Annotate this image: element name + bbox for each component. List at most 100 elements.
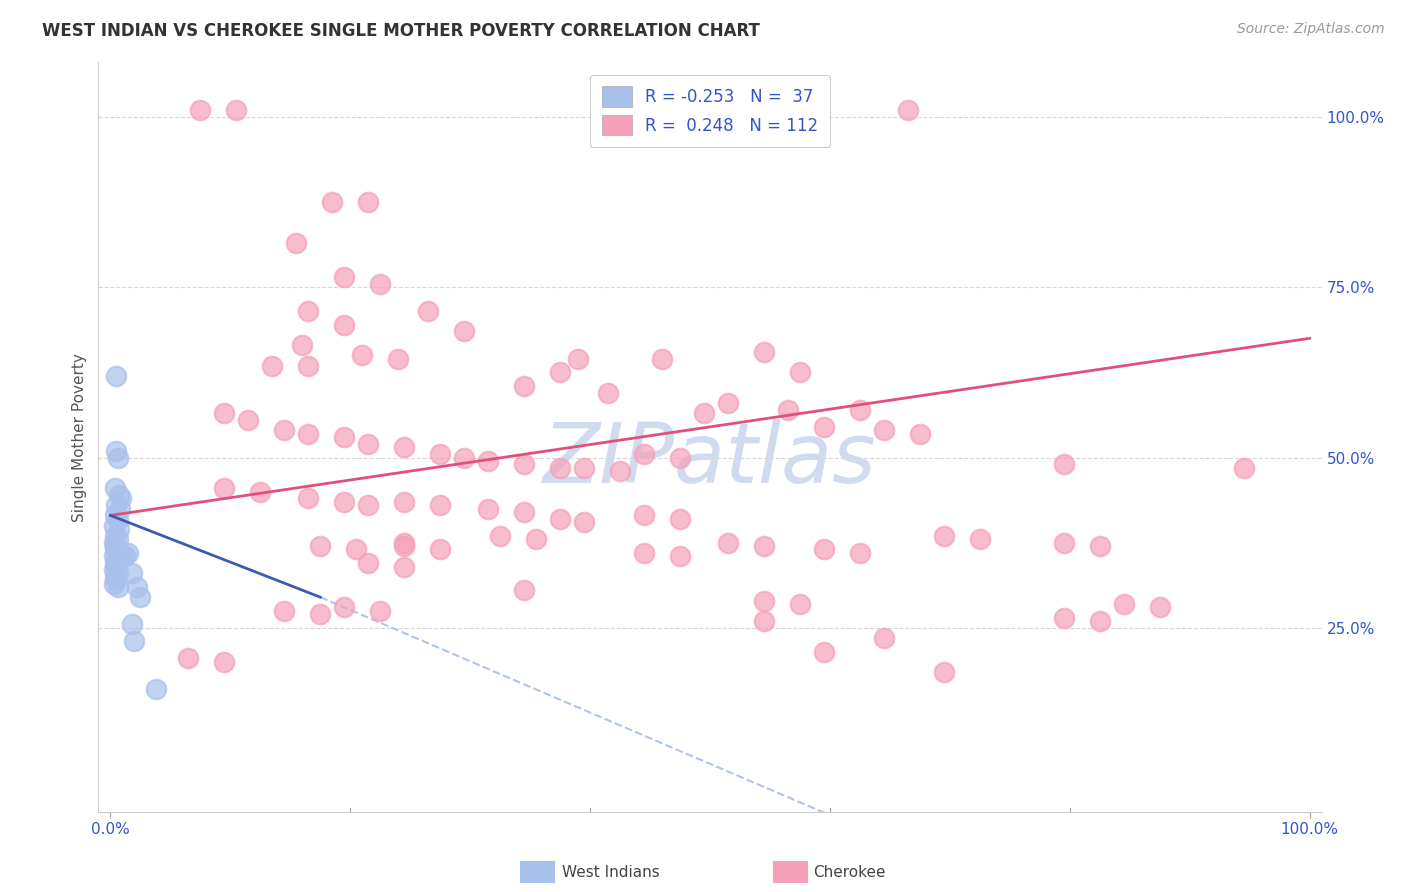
Text: Source: ZipAtlas.com: Source: ZipAtlas.com <box>1237 22 1385 37</box>
Point <box>103 576 125 591</box>
Point <box>105 539 128 553</box>
Point <box>609 464 631 478</box>
Point <box>273 604 295 618</box>
Point <box>1088 539 1111 553</box>
Point <box>669 512 692 526</box>
Point <box>104 508 127 523</box>
Point <box>548 512 571 526</box>
Point <box>513 583 536 598</box>
Point <box>107 533 129 547</box>
Point <box>752 345 775 359</box>
Point <box>392 559 416 574</box>
Point <box>125 580 148 594</box>
Point <box>752 593 775 607</box>
Point <box>387 351 409 366</box>
Point <box>107 450 129 465</box>
Point <box>633 508 655 523</box>
Point <box>418 304 440 318</box>
Point <box>107 512 129 526</box>
Point <box>103 535 125 549</box>
Point <box>188 103 211 117</box>
Y-axis label: Single Mother Poverty: Single Mother Poverty <box>72 352 87 522</box>
Point <box>177 651 200 665</box>
Point <box>453 325 475 339</box>
Point <box>633 546 655 560</box>
Point <box>214 406 236 420</box>
Point <box>849 546 872 560</box>
Point <box>107 580 129 594</box>
Text: West Indians: West Indians <box>562 865 661 880</box>
Point <box>932 665 955 679</box>
Point <box>969 533 991 547</box>
Point <box>297 359 319 373</box>
Point <box>813 542 835 557</box>
Point <box>513 505 536 519</box>
Point <box>291 338 314 352</box>
Point <box>752 614 775 628</box>
Point <box>108 522 129 536</box>
Point <box>297 426 319 441</box>
Point <box>309 607 332 622</box>
Point <box>392 495 416 509</box>
Point <box>103 563 125 577</box>
Point <box>489 529 512 543</box>
Point <box>873 631 896 645</box>
Point <box>107 552 129 566</box>
Point <box>225 103 247 117</box>
Point <box>105 443 128 458</box>
Point <box>693 406 716 420</box>
Point <box>108 546 129 560</box>
Point <box>108 488 129 502</box>
Point <box>429 542 451 557</box>
Point <box>124 634 146 648</box>
Point <box>145 682 167 697</box>
Point <box>103 549 125 564</box>
Point <box>121 617 143 632</box>
Point <box>392 535 416 549</box>
Point <box>596 385 619 400</box>
Point <box>214 481 236 495</box>
Point <box>651 351 673 366</box>
Point <box>357 437 380 451</box>
Point <box>262 359 284 373</box>
Point <box>352 348 374 362</box>
Point <box>453 450 475 465</box>
Text: ZIPatlas: ZIPatlas <box>543 419 877 500</box>
Point <box>392 440 416 454</box>
Point <box>752 539 775 553</box>
Point <box>108 501 131 516</box>
Point <box>717 396 740 410</box>
Point <box>789 597 811 611</box>
Point <box>548 460 571 475</box>
Point <box>107 566 129 581</box>
Point <box>110 491 132 506</box>
Point <box>105 368 128 383</box>
Point <box>309 539 332 553</box>
Point <box>333 600 356 615</box>
Point <box>477 454 499 468</box>
Text: WEST INDIAN VS CHEROKEE SINGLE MOTHER POVERTY CORRELATION CHART: WEST INDIAN VS CHEROKEE SINGLE MOTHER PO… <box>42 22 761 40</box>
Point <box>513 458 536 472</box>
Point <box>368 277 391 291</box>
Text: Cherokee: Cherokee <box>813 865 886 880</box>
Point <box>117 546 139 560</box>
Point <box>357 556 380 570</box>
Point <box>297 304 319 318</box>
Point <box>717 535 740 549</box>
Point <box>129 590 152 604</box>
Point <box>513 379 536 393</box>
Point <box>524 533 547 547</box>
Point <box>104 570 127 584</box>
Point <box>932 529 955 543</box>
Point <box>333 430 356 444</box>
Point <box>813 645 835 659</box>
Point <box>572 515 595 529</box>
Point <box>1053 610 1076 624</box>
Point <box>1053 458 1076 472</box>
Point <box>104 556 127 570</box>
Point <box>572 460 595 475</box>
Point <box>297 491 319 506</box>
Point <box>669 450 692 465</box>
Point <box>897 103 920 117</box>
Point <box>238 413 260 427</box>
